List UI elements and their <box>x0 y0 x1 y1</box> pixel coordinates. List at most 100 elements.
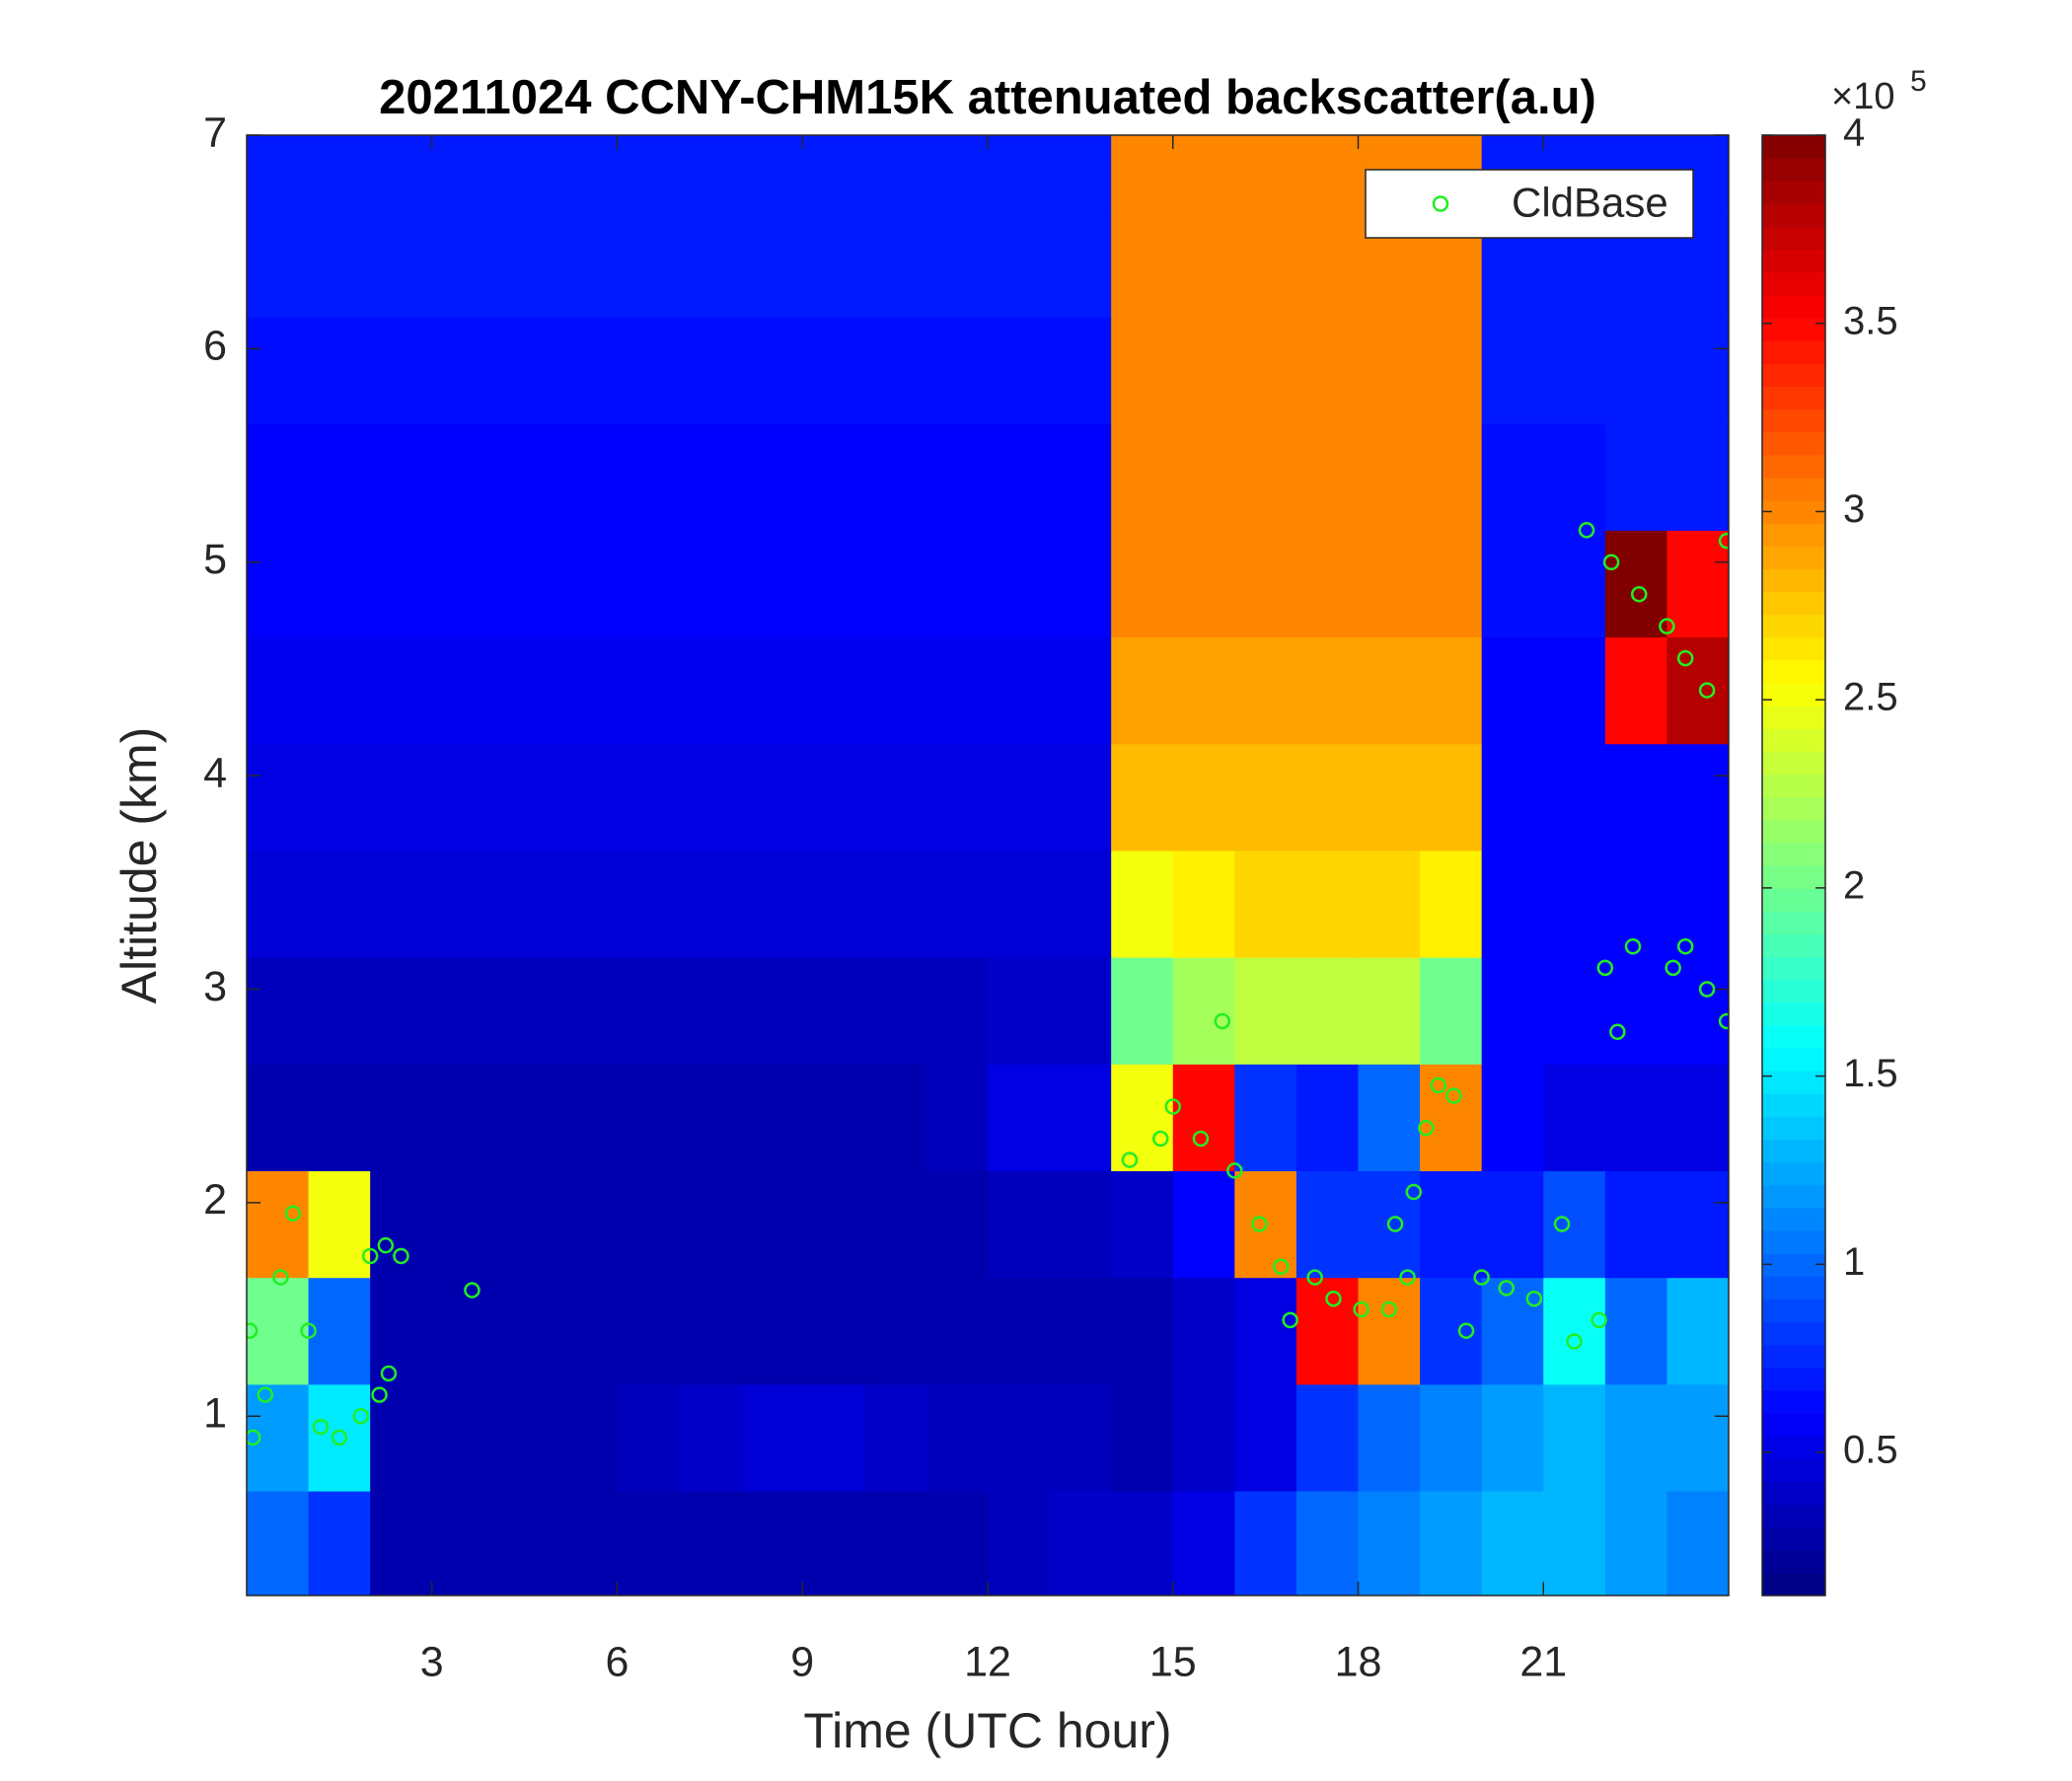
heatmap-cell <box>555 530 619 638</box>
heatmap-cell <box>1481 316 1544 424</box>
heatmap-cell <box>370 423 433 531</box>
colorbar-step <box>1762 911 1825 934</box>
colorbar-step <box>1762 1321 1825 1346</box>
heatmap-cell <box>1295 1170 1360 1279</box>
heatmap-cell <box>679 850 742 958</box>
heatmap-cell <box>679 1490 742 1595</box>
heatmap-cell <box>925 1064 989 1172</box>
heatmap-cell <box>1420 1490 1483 1595</box>
heatmap-cell <box>555 1490 619 1595</box>
cloud-base-point <box>1306 1269 1323 1286</box>
heatmap-cell <box>1481 636 1544 745</box>
heatmap-cell <box>1604 743 1668 852</box>
colorbar-step <box>1762 408 1825 433</box>
heatmap-cell <box>247 530 310 638</box>
heatmap-cell <box>802 850 865 958</box>
heatmap-cell <box>1666 850 1729 958</box>
colorbar-step <box>1762 796 1825 821</box>
heatmap-cell <box>863 530 927 638</box>
colorbar-tick-label: 3.5 <box>1843 299 1898 342</box>
heatmap-cell <box>370 957 433 1065</box>
heatmap-cell <box>1111 530 1174 638</box>
heatmap-cell <box>740 1170 803 1279</box>
heatmap-cell <box>1049 1064 1112 1172</box>
heatmap-cell <box>1234 530 1297 638</box>
heatmap-cell <box>1358 636 1421 745</box>
heatmap-cell <box>493 1490 556 1595</box>
heatmap-cell <box>740 423 803 531</box>
heatmap-cell <box>802 957 865 1065</box>
chart-title: 20211024 CCNY-CHM15K attenuated backscat… <box>379 71 1596 124</box>
heatmap-cell <box>493 1277 556 1385</box>
heatmap-cell <box>308 1064 371 1172</box>
heatmap-cell <box>308 1490 371 1595</box>
heatmap-cell <box>1172 530 1235 638</box>
cloud-base-point <box>1325 1290 1342 1307</box>
cloud-base-point <box>1525 1290 1543 1307</box>
heatmap-cell <box>802 1064 865 1172</box>
heatmap-cell <box>740 636 803 745</box>
cloud-base-point <box>300 1322 317 1339</box>
heatmap-cell <box>988 1064 1051 1172</box>
heatmap-cell <box>1295 1383 1360 1492</box>
heatmap-cell <box>247 316 310 424</box>
heatmap-cell <box>555 423 619 531</box>
heatmap-cell <box>1604 423 1668 531</box>
heatmap-cell <box>617 1277 680 1385</box>
heatmap-cell <box>925 135 989 211</box>
heatmap-cell <box>863 209 927 318</box>
heatmap-cell <box>1049 1490 1112 1595</box>
heatmap-cell <box>925 850 989 958</box>
colorbar-step <box>1762 271 1825 296</box>
heatmap-cell <box>1049 423 1112 531</box>
heatmap-cell <box>1604 316 1668 424</box>
heatmap-cell <box>431 135 494 211</box>
heatmap-cell <box>1543 1490 1606 1595</box>
heatmap-cell <box>1111 423 1174 531</box>
colorbar-step <box>1762 1526 1825 1551</box>
colorbar <box>1762 135 1825 1596</box>
x-tick-label: 18 <box>1335 1638 1382 1685</box>
heatmap-cell <box>863 636 927 745</box>
heatmap-cell <box>1358 423 1421 531</box>
heatmap-cell <box>247 636 310 745</box>
heatmap-cell <box>863 1064 927 1172</box>
cloud-base-point <box>284 1205 302 1222</box>
heatmap-cell <box>1358 1383 1421 1492</box>
colorbar-step <box>1762 1024 1825 1049</box>
heatmap-cell <box>247 743 310 852</box>
colorbar-step <box>1762 979 1825 1003</box>
x-tick-label: 3 <box>420 1638 444 1685</box>
heatmap-cell <box>1420 1064 1483 1172</box>
colorbar-step <box>1762 774 1825 798</box>
heatmap-cell <box>1295 209 1360 318</box>
colorbar-scale: ×10 <box>1831 76 1894 117</box>
heatmap-cell <box>1358 1064 1421 1172</box>
cloud-base-point <box>1676 937 1694 955</box>
heatmap-cell <box>1111 316 1174 424</box>
cloud-base-point <box>1399 1269 1416 1286</box>
heatmap-cell <box>431 957 494 1065</box>
heatmap-cell <box>1295 850 1360 958</box>
colorbar-step <box>1762 203 1825 228</box>
colorbar-step <box>1762 1071 1825 1094</box>
colorbar-step <box>1762 842 1825 866</box>
heatmap-cell <box>1111 636 1174 745</box>
heatmap-cell <box>1172 423 1235 531</box>
colorbar-step <box>1762 477 1825 501</box>
heatmap-cell <box>617 316 680 424</box>
heatmap-cell <box>740 316 803 424</box>
scatter-layer <box>247 522 1729 1447</box>
heatmap-cell <box>370 1170 433 1279</box>
colorbar-step <box>1762 636 1825 661</box>
heatmap-cell <box>1358 1490 1421 1595</box>
heatmap-cell <box>802 530 865 638</box>
heatmap-cell <box>925 1490 989 1595</box>
colorbar-step <box>1762 294 1825 319</box>
colorbar-step <box>1762 1458 1825 1482</box>
cloud-base-point <box>377 1236 395 1254</box>
heatmap-cell <box>679 1170 742 1279</box>
x-tick-label: 15 <box>1149 1638 1197 1685</box>
heatmap-cell <box>617 636 680 745</box>
heatmap-cell <box>308 850 371 958</box>
